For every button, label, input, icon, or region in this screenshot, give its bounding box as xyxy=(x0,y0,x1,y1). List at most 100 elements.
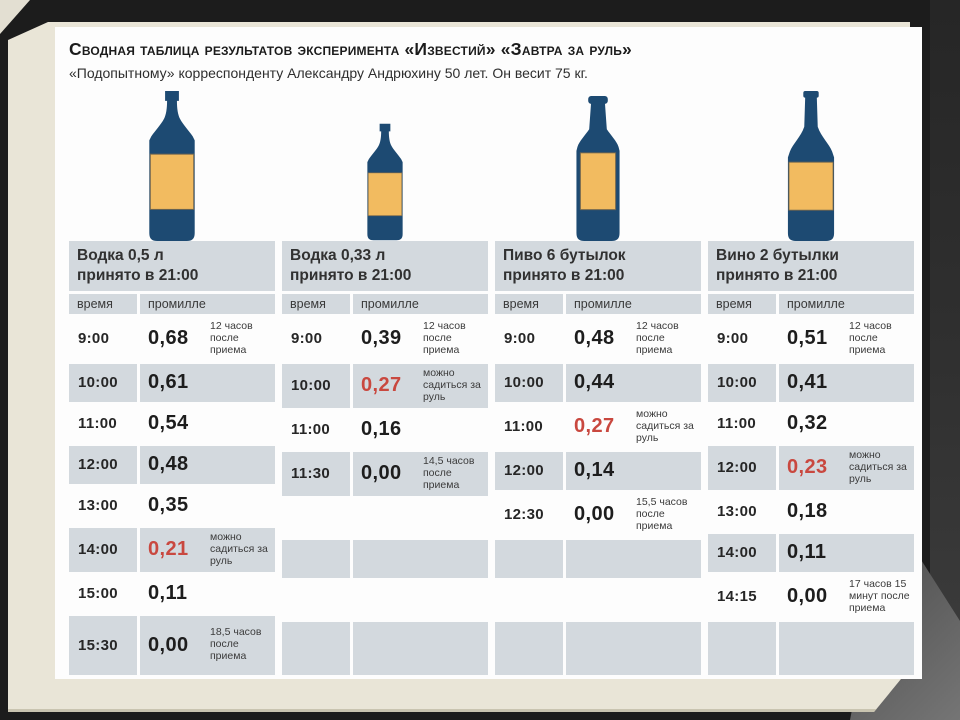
drink-name: Водка 0,5 л xyxy=(77,247,164,264)
frame-corner-highlight xyxy=(0,0,30,34)
table-row: 11:00 0,16 xyxy=(282,410,488,449)
time-cell xyxy=(708,621,776,675)
promille-cell xyxy=(353,498,488,537)
intake-time: принято в 21:00 xyxy=(77,267,199,285)
time-cell: 10:00 xyxy=(495,363,563,402)
bac-value: 0,00 xyxy=(148,633,189,656)
bac-value: 0,48 xyxy=(574,327,615,350)
time-cell xyxy=(282,539,350,578)
bac-value: 0,51 xyxy=(787,327,828,350)
intake-time: принято в 21:00 xyxy=(290,267,412,285)
time-value: 10:00 xyxy=(717,374,757,392)
result-column: Водка 0,33 л принято в 21:00 время проми… xyxy=(282,85,488,675)
bottle-zone xyxy=(69,85,275,241)
promille-cell: 0,16 xyxy=(353,410,488,449)
time-cell: 14:15 xyxy=(708,574,776,619)
promille-cell: 0,21 можно садиться за руль xyxy=(140,527,275,572)
bac-value: 0,11 xyxy=(148,582,188,605)
time-cell: 15:30 xyxy=(69,615,137,675)
table-row: 12:30 0,00 15,5 часов после приема xyxy=(495,492,701,537)
promille-header-cell: промилле xyxy=(140,293,275,314)
vodka-large-bottle-icon xyxy=(149,91,195,241)
promille-cell: 0,23 можно садиться за руль xyxy=(779,445,914,490)
bac-value: 0,27 xyxy=(361,374,402,397)
table-row xyxy=(495,580,701,619)
row-annotation: можно садиться за руль xyxy=(849,448,907,485)
bottle-zone xyxy=(282,85,488,241)
time-cell xyxy=(495,621,563,675)
beer-bottle-icon xyxy=(576,96,620,241)
bac-value: 0,00 xyxy=(787,585,828,608)
time-cell: 12:00 xyxy=(495,451,563,490)
result-column: Пиво 6 бутылок принято в 21:00 время про… xyxy=(495,85,701,675)
bottle-zone xyxy=(708,85,914,241)
summary-table-slide: Сводная таблица результатов эксперимента… xyxy=(55,27,922,679)
time-value: 10:00 xyxy=(291,377,331,395)
table-row: 10:00 0,61 xyxy=(69,363,275,402)
column-subheader: время промилле xyxy=(708,293,914,314)
bac-value: 0,35 xyxy=(148,494,189,517)
time-cell: 10:00 xyxy=(282,363,350,408)
time-value: 10:00 xyxy=(78,374,118,392)
time-value: 11:00 xyxy=(291,421,331,439)
time-cell: 13:00 xyxy=(69,486,137,525)
time-cell: 14:00 xyxy=(708,533,776,572)
time-cell: 12:00 xyxy=(708,445,776,490)
promille-cell: 0,11 xyxy=(140,574,275,613)
promille-cell: 0,18 xyxy=(779,492,914,531)
promille-cell: 0,44 xyxy=(566,363,701,402)
table-row xyxy=(282,580,488,619)
row-annotation: 17 часов 15 минут после приема xyxy=(849,577,910,614)
time-cell: 9:00 xyxy=(282,316,350,361)
row-annotation: можно садиться за руль xyxy=(636,407,694,444)
promille-cell xyxy=(566,580,701,619)
bottle-zone xyxy=(495,85,701,241)
promille-cell xyxy=(353,539,488,578)
time-cell xyxy=(495,580,563,619)
promille-cell: 0,27 можно садиться за руль xyxy=(566,404,701,449)
column-header: Пиво 6 бутылок принято в 21:00 xyxy=(495,241,701,291)
row-annotation: 15,5 часов после приема xyxy=(636,495,688,532)
time-value: 14:00 xyxy=(78,541,118,559)
table-row: 15:30 0,00 18,5 часов после приема xyxy=(69,615,275,675)
time-header-cell: время xyxy=(708,293,776,314)
bac-value: 0,32 xyxy=(787,412,828,435)
rows: 9:00 0,48 12 часов после приема 10:00 0,… xyxy=(495,316,701,675)
bac-value: 0,00 xyxy=(574,503,615,526)
row-annotation: 12 часов после приема xyxy=(636,319,679,356)
table-row: 9:00 0,48 12 часов после приема xyxy=(495,316,701,361)
bac-value: 0,48 xyxy=(148,453,189,476)
promille-cell: 0,54 xyxy=(140,404,275,443)
table-row: 10:00 0,41 xyxy=(708,363,914,402)
time-cell: 11:00 xyxy=(495,404,563,449)
wine-bottle-icon xyxy=(787,91,835,241)
drink-name: Пиво 6 бутылок xyxy=(503,247,626,264)
promille-header-cell: промилле xyxy=(779,293,914,314)
table-row: 9:00 0,51 12 часов после приема xyxy=(708,316,914,361)
time-header-cell: время xyxy=(495,293,563,314)
table-row: 15:00 0,11 xyxy=(69,574,275,613)
table-row: 14:00 0,21 можно садиться за руль xyxy=(69,527,275,572)
promille-cell: 0,00 17 часов 15 минут после приема xyxy=(779,574,914,619)
time-value: 14:00 xyxy=(717,544,757,562)
table-row xyxy=(282,539,488,578)
row-annotation: 18,5 часов после приема xyxy=(210,626,262,663)
time-cell: 14:00 xyxy=(69,527,137,572)
table-row: 11:00 0,32 xyxy=(708,404,914,443)
promille-cell: 0,00 18,5 часов после приема xyxy=(140,615,275,675)
bac-value: 0,11 xyxy=(787,541,827,564)
time-cell: 11:30 xyxy=(282,451,350,496)
time-cell xyxy=(282,580,350,619)
row-annotation: 12 часов после приема xyxy=(210,319,253,356)
table-row: 9:00 0,39 12 часов после приема xyxy=(282,316,488,361)
promille-cell: 0,11 xyxy=(779,533,914,572)
table-row: 12:00 0,14 xyxy=(495,451,701,490)
time-header-cell: время xyxy=(282,293,350,314)
time-value: 12:00 xyxy=(504,462,544,480)
table-row: 10:00 0,27 можно садиться за руль xyxy=(282,363,488,408)
drink-name: Вино 2 бутылки xyxy=(716,247,839,264)
time-cell: 9:00 xyxy=(69,316,137,361)
rows: 9:00 0,68 12 часов после приема 10:00 0,… xyxy=(69,316,275,675)
time-cell: 13:00 xyxy=(708,492,776,531)
promille-cell xyxy=(566,621,701,675)
